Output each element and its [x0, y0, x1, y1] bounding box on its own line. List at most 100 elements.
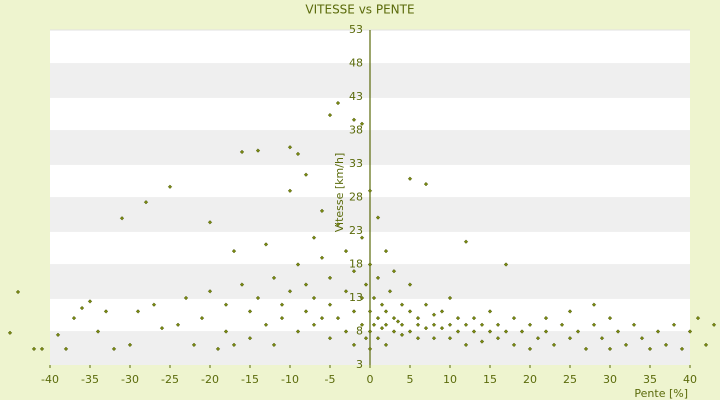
- point: [287, 289, 293, 294]
- point: [463, 342, 469, 348]
- point: [271, 342, 277, 348]
- point: [383, 322, 389, 327]
- point: [447, 295, 453, 301]
- point: [55, 332, 61, 337]
- point: [583, 346, 589, 352]
- point: [367, 262, 373, 267]
- point: [239, 149, 245, 155]
- point: [463, 322, 469, 327]
- point: [423, 302, 429, 307]
- point: [255, 295, 261, 301]
- point: [599, 336, 605, 341]
- point: [591, 302, 597, 307]
- point: [519, 329, 525, 334]
- point: [327, 112, 333, 118]
- point: [303, 309, 309, 314]
- point: [407, 329, 413, 334]
- point: [631, 322, 637, 327]
- point: [111, 346, 117, 352]
- point: [367, 309, 373, 314]
- point: [335, 315, 341, 321]
- point: [135, 309, 141, 314]
- x-tick-label: -40: [41, 373, 59, 386]
- y-tick-label: 48: [349, 57, 363, 70]
- point: [439, 309, 445, 314]
- y-tick-label: 38: [349, 124, 363, 137]
- point: [391, 315, 397, 321]
- point: [639, 336, 645, 341]
- y-tick-label: 53: [349, 23, 363, 36]
- point: [479, 322, 485, 327]
- point: [567, 309, 573, 314]
- point: [455, 315, 461, 321]
- x-axis-label: Pente [%]: [634, 387, 688, 400]
- y-tick-label: 13: [349, 291, 363, 304]
- point: [623, 342, 629, 348]
- point: [711, 322, 717, 327]
- point: [255, 148, 261, 153]
- x-tick-label: 10: [443, 373, 457, 386]
- point: [343, 329, 349, 334]
- point: [351, 269, 357, 274]
- point: [511, 315, 517, 321]
- point: [543, 329, 549, 334]
- point: [487, 309, 493, 314]
- point: [423, 326, 429, 331]
- x-tick-label: -10: [281, 373, 299, 386]
- x-tick-label: -30: [121, 373, 139, 386]
- point: [303, 172, 309, 177]
- point: [207, 289, 213, 294]
- point: [679, 346, 685, 352]
- point: [191, 342, 197, 348]
- y-axis-label: Vitesse [km/h]: [333, 153, 346, 233]
- point: [383, 309, 389, 314]
- y-tick-label: 8: [356, 325, 363, 338]
- point: [591, 322, 597, 327]
- point: [487, 329, 493, 334]
- point: [567, 336, 573, 341]
- point: [647, 346, 653, 352]
- point: [247, 336, 253, 341]
- point: [447, 322, 453, 327]
- point: [367, 346, 373, 352]
- point: [479, 339, 485, 344]
- point: [359, 121, 365, 126]
- point: [367, 188, 373, 193]
- point: [319, 255, 325, 260]
- point: [15, 289, 21, 295]
- point: [607, 315, 613, 321]
- x-tick-label: 40: [683, 373, 697, 386]
- point: [407, 282, 413, 287]
- point: [407, 176, 413, 181]
- point: [279, 302, 285, 307]
- point: [151, 302, 157, 307]
- point: [119, 216, 125, 221]
- point: [615, 329, 621, 334]
- y-tick-label: 43: [349, 90, 363, 103]
- x-tick-label: 15: [483, 373, 497, 386]
- point: [503, 329, 509, 334]
- point: [423, 181, 429, 187]
- point: [607, 346, 613, 352]
- chart-title: VITESSE vs PENTE: [305, 3, 414, 17]
- x-tick-label: 5: [407, 373, 414, 386]
- y-tick-label: 33: [349, 157, 363, 170]
- point: [343, 248, 349, 254]
- point: [431, 336, 437, 341]
- point: [239, 282, 245, 287]
- point: [415, 315, 421, 321]
- point: [351, 309, 357, 314]
- point: [263, 242, 269, 247]
- point: [471, 315, 477, 321]
- point: [511, 342, 517, 348]
- point: [655, 329, 661, 334]
- point: [319, 208, 325, 214]
- point: [375, 336, 381, 341]
- point: [387, 289, 393, 294]
- point: [327, 275, 333, 281]
- point: [371, 295, 377, 301]
- point: [303, 282, 309, 287]
- point: [663, 342, 669, 348]
- point: [695, 315, 701, 321]
- point: [375, 215, 381, 220]
